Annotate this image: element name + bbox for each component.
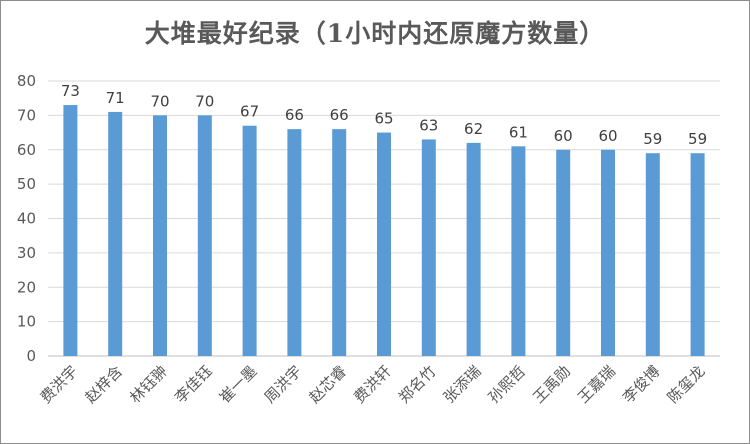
x-tick-label: 陈玺龙 [664, 362, 709, 407]
data-label: 73 [61, 82, 80, 100]
bar [645, 153, 660, 356]
y-tick-label: 80 [17, 72, 36, 90]
data-label: 63 [419, 116, 438, 134]
bar [242, 125, 257, 356]
data-label: 62 [464, 120, 483, 138]
bar [153, 115, 167, 356]
bar [197, 115, 212, 356]
x-tick-label: 张添瑞 [440, 362, 485, 407]
bar [466, 142, 481, 356]
bar [63, 105, 78, 356]
bar [287, 129, 302, 356]
y-tick-label: 50 [17, 175, 36, 193]
bar [421, 139, 436, 356]
bar [332, 129, 347, 356]
x-axis: 费洪宇 赵梓含 林钰翀 李佳钰 崔一墨 周洪宇 赵芯睿 费洪轩 郑名竹 张添瑞 孙熙哲 王禹勋 王嘉瑞李… [37, 362, 709, 407]
data-label: 67 [240, 103, 259, 121]
bar [556, 149, 571, 356]
data-labels: 73 71 70 70 67 66 66 65 63 62 61 60 60 59 59 [61, 82, 707, 148]
x-tick-label: 郑名竹 [395, 362, 440, 407]
data-label: 70 [150, 92, 169, 110]
data-label: 61 [509, 123, 528, 141]
bar [511, 146, 526, 356]
y-tick-label: 40 [17, 210, 36, 228]
y-axis: 0 10 20 30 40 50 60 70 80 [17, 72, 36, 365]
x-tick-label: 赵梓含 [81, 362, 126, 407]
data-label: 70 [195, 92, 214, 110]
x-tick-label: 费洪轩 [350, 362, 395, 407]
x-tick-label: 崔一墨 [216, 362, 261, 407]
data-label: 71 [106, 89, 125, 107]
bar [108, 111, 123, 356]
x-tick-label: 李佳钰 [171, 362, 216, 407]
x-tick-label: 孙熙哲 [485, 362, 530, 407]
data-label: 60 [554, 127, 573, 145]
x-tick-label: 林钰翀 [126, 362, 171, 407]
data-label: 60 [598, 127, 617, 145]
y-tick-label: 10 [17, 313, 36, 331]
data-label: 59 [688, 130, 707, 148]
y-tick-label: 60 [17, 141, 36, 159]
bar [601, 149, 615, 356]
x-tick-label: 王嘉瑞 [574, 362, 619, 407]
bar [377, 132, 391, 356]
y-tick-label: 30 [17, 244, 36, 262]
y-tick-label: 0 [26, 347, 36, 365]
y-tick-label: 70 [17, 106, 36, 124]
y-tick-label: 20 [17, 278, 36, 296]
data-label: 59 [643, 130, 662, 148]
bar [690, 153, 705, 356]
x-tick-label: 王禹勋 [529, 362, 574, 407]
x-tick-label: 李俊博 [619, 362, 664, 407]
x-tick-label: 周洪宇 [261, 362, 306, 407]
x-tick-label: 赵芯睿 [305, 362, 350, 407]
data-label: 65 [374, 110, 393, 128]
chart-title: 大堆最好纪录（1小时内还原魔方数量） [144, 19, 606, 48]
data-label: 66 [285, 106, 304, 124]
data-label: 66 [330, 106, 349, 124]
x-tick-label: 费洪宇 [37, 362, 82, 407]
bars [63, 105, 705, 356]
